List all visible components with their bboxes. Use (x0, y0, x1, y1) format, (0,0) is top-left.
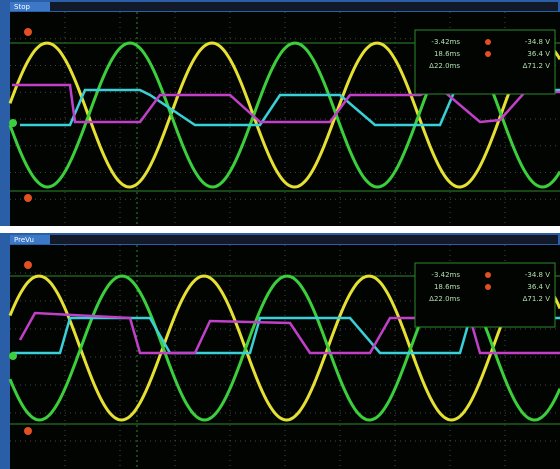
readout-value: Δ71.2 V (523, 295, 551, 303)
readout-icon (485, 272, 491, 278)
top-bar (10, 2, 558, 11)
status: Stop (14, 3, 30, 11)
marker (24, 261, 32, 269)
readout-value: 18.6ms (434, 283, 460, 291)
readout-icon (485, 39, 491, 45)
ground-marker (9, 119, 17, 127)
scope-panel: PreVu -3.42ms -34.8 V 18.6ms 36.4 V Δ22.0ms Δ7… (0, 233, 560, 469)
readout-value: -34.8 V (525, 38, 550, 46)
scope-panel: Stop -3.42ms -34.8 V 18.6ms 36.4 V Δ22.0ms Δ71… (0, 0, 560, 226)
marker (24, 194, 32, 202)
readout-value: 36.4 V (527, 50, 550, 58)
marker (24, 427, 32, 435)
status: PreVu (14, 236, 34, 244)
readout-value: Δ22.0ms (429, 295, 460, 303)
top-bar (10, 235, 558, 244)
readout-value: Δ22.0ms (429, 62, 460, 70)
marker (24, 28, 32, 36)
readout-value: -3.42ms (431, 38, 460, 46)
readout-value: 36.4 V (527, 283, 550, 291)
readout-value: 18.6ms (434, 50, 460, 58)
readout-icon (485, 51, 491, 57)
readout-value: Δ71.2 V (523, 62, 551, 70)
readout-value: -3.42ms (431, 271, 460, 279)
ground-marker (9, 352, 17, 360)
oscilloscope: Stop -3.42ms -34.8 V 18.6ms 36.4 V Δ22.0ms Δ71… (0, 0, 560, 469)
readout-icon (485, 284, 491, 290)
readout-value: -34.8 V (525, 271, 550, 279)
